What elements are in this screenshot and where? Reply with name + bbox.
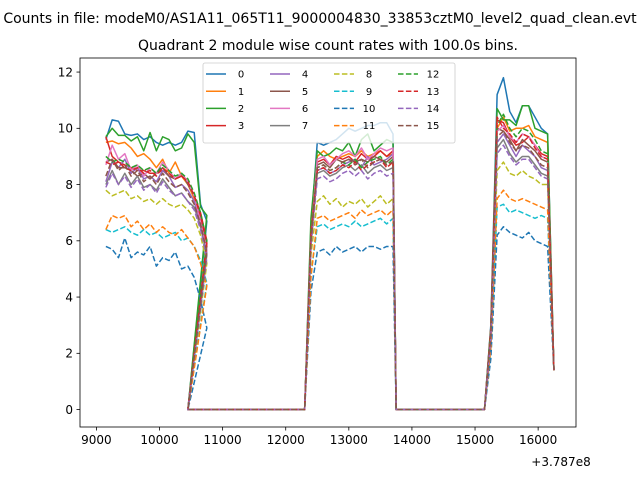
x-tick-label: 12000 (267, 433, 305, 447)
legend-label-2: 2 (238, 104, 244, 115)
figure-suptitle: Counts in file: modeM0/AS1A11_065T11_900… (3, 11, 637, 27)
plot-area (105, 76, 555, 411)
legend-label-15: 15 (427, 121, 440, 132)
x-tick-label: 14000 (393, 433, 431, 447)
x-tick-label: 11000 (204, 433, 242, 447)
series-line-11 (105, 189, 555, 411)
y-tick-label: 10 (58, 122, 73, 136)
series-line-4 (105, 133, 555, 411)
chart-title: Quadrant 2 module wise count rates with … (138, 38, 518, 54)
x-axis-offset-label: +3.787e8 (531, 455, 590, 469)
series-line-14 (105, 144, 555, 411)
legend-label-8: 8 (366, 70, 372, 81)
axes: 9000 10000 11000 12000 13000 14000 15000 16000 0… (58, 57, 577, 447)
series-line-7 (105, 138, 555, 411)
x-tick-label: 9000 (81, 433, 112, 447)
series-line-15 (105, 130, 555, 411)
axes-frame (79, 57, 577, 428)
x-tick-label: 13000 (330, 433, 368, 447)
legend-label-1: 1 (238, 87, 244, 98)
legend-label-10: 10 (363, 104, 376, 115)
y-tick-label: 4 (65, 290, 73, 304)
x-tick-label: 15000 (456, 433, 494, 447)
y-tick-label: 6 (65, 234, 73, 248)
series-line-10 (105, 226, 555, 411)
series-lines (105, 76, 555, 411)
legend-label-13: 13 (427, 87, 440, 98)
legend-label-5: 5 (302, 87, 308, 98)
legend-label-11: 11 (363, 121, 376, 132)
legend-box (202, 62, 456, 144)
y-tick-label: 12 (58, 65, 73, 79)
legend-label-6: 6 (302, 104, 308, 115)
legend-label-3: 3 (238, 121, 244, 132)
y-tick-label: 2 (65, 347, 73, 361)
x-tick-label: 10000 (140, 433, 178, 447)
legend-label-7: 7 (302, 121, 308, 132)
series-line-8 (105, 161, 555, 411)
y-tick-label: 8 (65, 178, 73, 192)
legend-label-9: 9 (366, 87, 372, 98)
series-line-1 (105, 116, 555, 411)
legend-label-0: 0 (238, 70, 244, 81)
x-tick-label: 16000 (519, 433, 557, 447)
legend-label-14: 14 (427, 104, 440, 115)
series-line-12 (105, 113, 555, 411)
series-line-13 (105, 116, 555, 411)
legend-label-4: 4 (302, 70, 308, 81)
legend-label-12: 12 (427, 70, 440, 81)
series-line-9 (105, 203, 555, 411)
y-tick-label: 0 (65, 403, 73, 417)
